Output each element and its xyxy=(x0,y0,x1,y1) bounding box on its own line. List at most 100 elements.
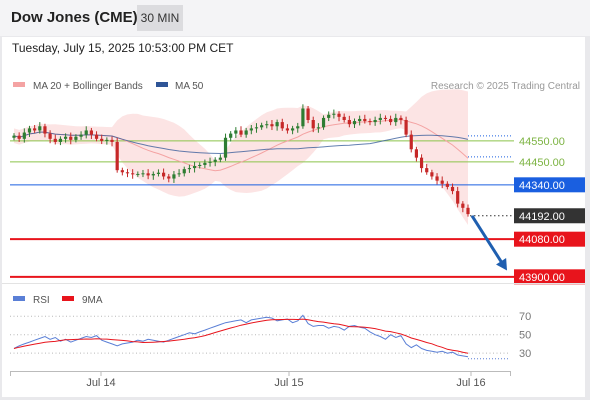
rsi-ma-legend-swatch xyxy=(62,296,74,301)
resistance-level-label: 44550.00 xyxy=(519,136,565,148)
forecast-arrow-shaft xyxy=(470,214,505,266)
candle-body xyxy=(229,133,233,138)
candle-body xyxy=(203,162,207,165)
datetime-label: Tuesday, July 15, 2025 10:53:00 PM CET xyxy=(12,41,234,55)
support-level-tag xyxy=(514,231,585,247)
candle-body xyxy=(141,173,145,175)
candle-body xyxy=(389,118,393,123)
timeframe-button[interactable]: 30 MIN xyxy=(137,5,183,31)
candle-body xyxy=(53,138,57,142)
candle-body xyxy=(435,176,439,181)
candle-body xyxy=(290,128,295,131)
candle-body xyxy=(156,172,161,174)
candle-body xyxy=(79,134,83,137)
ma50-line xyxy=(13,131,469,155)
candle-body xyxy=(394,117,398,123)
candle-body xyxy=(63,136,68,139)
rsi-tick-label: 30 xyxy=(519,348,531,360)
candle-body xyxy=(358,118,362,122)
candle-body xyxy=(363,118,367,122)
candle-body xyxy=(316,127,320,129)
candle-body xyxy=(239,130,243,135)
candle-body xyxy=(74,136,78,140)
candle-body xyxy=(383,117,388,119)
candle-body xyxy=(347,120,351,125)
legend-swatch-ma50 xyxy=(156,82,168,87)
candle-body xyxy=(352,121,357,125)
candle-body xyxy=(466,207,470,215)
candle-body xyxy=(69,136,73,140)
candle-body xyxy=(265,124,269,126)
bollinger-band-area xyxy=(14,89,468,225)
candle-body xyxy=(172,174,176,179)
resistance-level-label: 44450.00 xyxy=(519,157,565,169)
candle-body xyxy=(378,117,382,120)
rsi-legend-swatch xyxy=(13,296,25,301)
current-level-tag xyxy=(514,208,585,224)
rsi-tick-label: 70 xyxy=(519,311,531,323)
candle-body xyxy=(425,168,429,173)
candle-body xyxy=(177,173,181,175)
candle-body xyxy=(115,141,119,171)
candle-body xyxy=(208,161,212,163)
candle-body xyxy=(198,164,202,166)
candle-body xyxy=(280,122,284,129)
candle-body xyxy=(368,121,372,123)
x-tick-label: Jul 15 xyxy=(274,377,303,389)
candle-body xyxy=(456,191,460,204)
candle-body xyxy=(301,108,305,127)
candle-body xyxy=(440,180,444,184)
candle-body xyxy=(419,157,424,169)
candle-body xyxy=(275,122,279,127)
candle-body xyxy=(33,128,37,131)
candle-body xyxy=(182,169,186,174)
candle-body xyxy=(223,137,228,158)
chart-header: Dow Jones (CME) 30 MIN xyxy=(0,0,590,36)
support-level-label: 44080.00 xyxy=(519,234,565,246)
moving-averages xyxy=(13,119,469,172)
candle-body xyxy=(110,139,114,142)
legend-label-bollinger: MA 20 + Bollinger Bands xyxy=(33,81,143,92)
chart-panel: Tuesday, July 15, 2025 10:53:00 PM CET M… xyxy=(2,37,585,397)
candle-body xyxy=(48,133,52,139)
candle-body xyxy=(260,125,264,128)
support-level-tag xyxy=(514,269,585,285)
rsi-ma-legend-label: 9MA xyxy=(82,295,103,306)
candle-body xyxy=(332,113,336,115)
candle-body xyxy=(213,159,217,162)
rsi-tick-label: 50 xyxy=(519,330,531,342)
candle-body xyxy=(306,108,310,120)
candle-body xyxy=(399,117,403,120)
legend-swatch-bollinger xyxy=(13,82,25,87)
forecast-arrow-head xyxy=(496,258,507,271)
rsi-line xyxy=(13,314,469,358)
candle-body xyxy=(162,172,166,177)
candle-body xyxy=(296,126,300,129)
candle-body xyxy=(22,132,26,139)
candle-body xyxy=(249,128,253,131)
candle-body xyxy=(136,173,140,175)
x-axis: Jul 14 Jul 15 Jul 16 xyxy=(10,371,511,389)
candle-body xyxy=(187,168,192,170)
candle-body xyxy=(192,166,197,169)
candle-body xyxy=(321,117,326,128)
candle-body xyxy=(342,116,346,120)
candle-body xyxy=(373,120,377,123)
bollinger-band xyxy=(14,89,468,225)
candle-body xyxy=(234,130,238,134)
candle-body xyxy=(146,173,150,176)
candle-body xyxy=(131,173,135,175)
candles xyxy=(12,104,470,217)
rsi-pane: 70 50 30 xyxy=(10,311,531,360)
candle-body xyxy=(125,172,130,174)
candle-body xyxy=(38,126,42,131)
legend-label-ma50: MA 50 xyxy=(175,81,204,92)
candle-body xyxy=(409,134,413,150)
support-level-label: 43900.00 xyxy=(519,272,565,284)
candle-body xyxy=(94,134,99,139)
candle-body xyxy=(58,138,63,142)
candle-body xyxy=(84,130,88,135)
candle-body xyxy=(337,113,341,117)
candle-body xyxy=(311,120,315,129)
x-tick-label: Jul 16 xyxy=(456,377,485,389)
